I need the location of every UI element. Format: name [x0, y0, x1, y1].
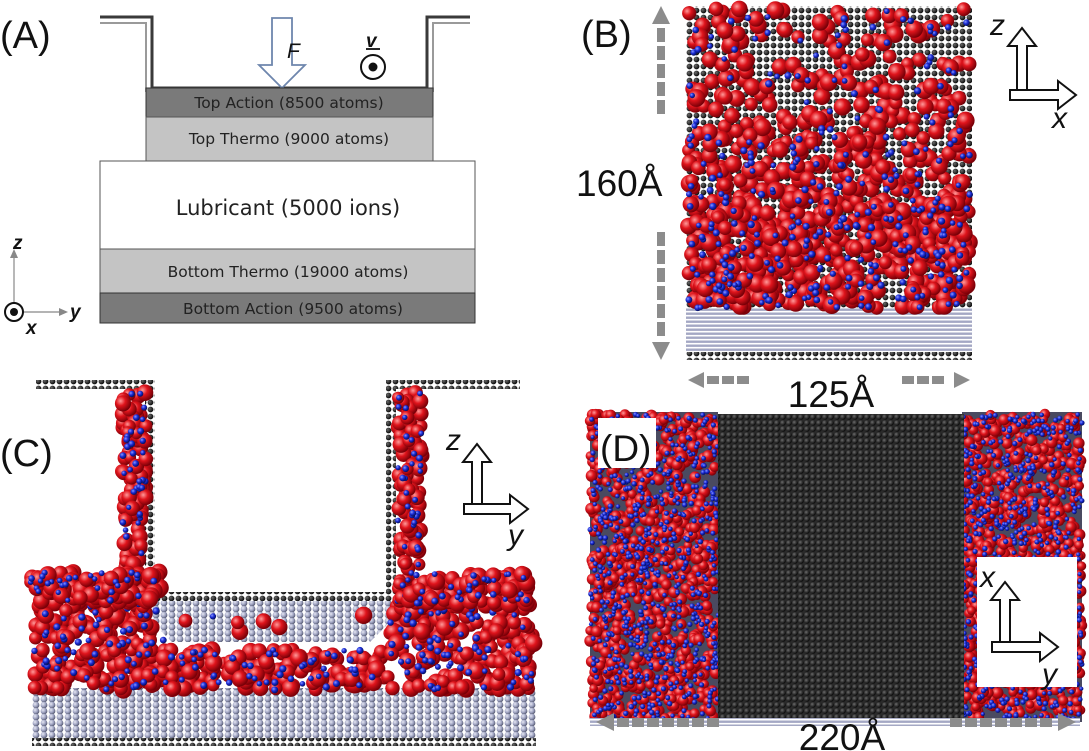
- panel-c-substrate: [32, 688, 536, 742]
- panel-b-height-arrow: [652, 6, 670, 360]
- panel-d-width-arrow: [596, 713, 1076, 731]
- top-thermo-text: Top Thermo (9000 atoms): [188, 130, 389, 148]
- panel-b-axis-x: x: [1050, 102, 1068, 135]
- panel-b-label: (B): [581, 14, 632, 56]
- panel-b-axes: [1005, 26, 1078, 112]
- panel-c-label: (C): [0, 433, 53, 475]
- panel-a-axes: z y x: [4, 233, 82, 339]
- axis-x-label: x: [25, 318, 38, 339]
- panel-d-axes: [988, 580, 1060, 664]
- velocity-label: v: [366, 31, 378, 52]
- panel-c-axis-z: z: [445, 424, 461, 457]
- lubricant-layer: [99, 160, 476, 250]
- panel-b-height-dim: 160Å: [576, 163, 663, 204]
- force-arrow-icon: [256, 17, 308, 90]
- panel-b-ions: [680, 0, 978, 315]
- panel-c-axes: [460, 442, 530, 526]
- panel-d-label: (D): [600, 428, 651, 469]
- bottom-action-layer: [99, 292, 476, 324]
- panel-d-top-view: (D) x y 220Å: [584, 408, 1088, 751]
- axis-y-label: y: [69, 302, 82, 323]
- axis-z-label: z: [12, 233, 23, 254]
- bottom-thermo-layer: [99, 248, 476, 294]
- panel-d-top-wall: [718, 414, 964, 724]
- panel-c-axis-y: y: [506, 519, 525, 552]
- panel-b-width-arrow: [688, 372, 970, 388]
- panel-a-label: (A): [0, 15, 51, 57]
- force-label: F: [287, 40, 301, 63]
- panel-d-axis-x: x: [978, 561, 996, 594]
- panel-c-top-wall: [36, 380, 520, 601]
- bottom-action-text: Bottom Action (9500 atoms): [183, 300, 403, 318]
- top-thermo-layer: [145, 116, 434, 162]
- panel-c-ions: [24, 384, 543, 699]
- top-action-text: Top Action (8500 atoms): [193, 94, 383, 112]
- panel-a-schematic: (A) F v Top Action (8500 atoms) Top Ther…: [0, 15, 476, 339]
- panel-b-width-dim: 125Å: [788, 374, 875, 415]
- panel-c-front-view: (C) z y: [0, 380, 543, 746]
- panel-b-side-view: (B) 160Å 125Å z x: [576, 0, 1078, 415]
- lubricant-text: Lubricant (5000 ions): [176, 196, 401, 220]
- panel-d-axis-y: y: [1040, 658, 1059, 691]
- bottom-thermo-text: Bottom Thermo (19000 atoms): [168, 263, 409, 281]
- panel-b-axis-z: z: [989, 9, 1005, 42]
- panel-b-substrate: [686, 308, 972, 354]
- panel-d-width-dim: 220Å: [799, 717, 886, 751]
